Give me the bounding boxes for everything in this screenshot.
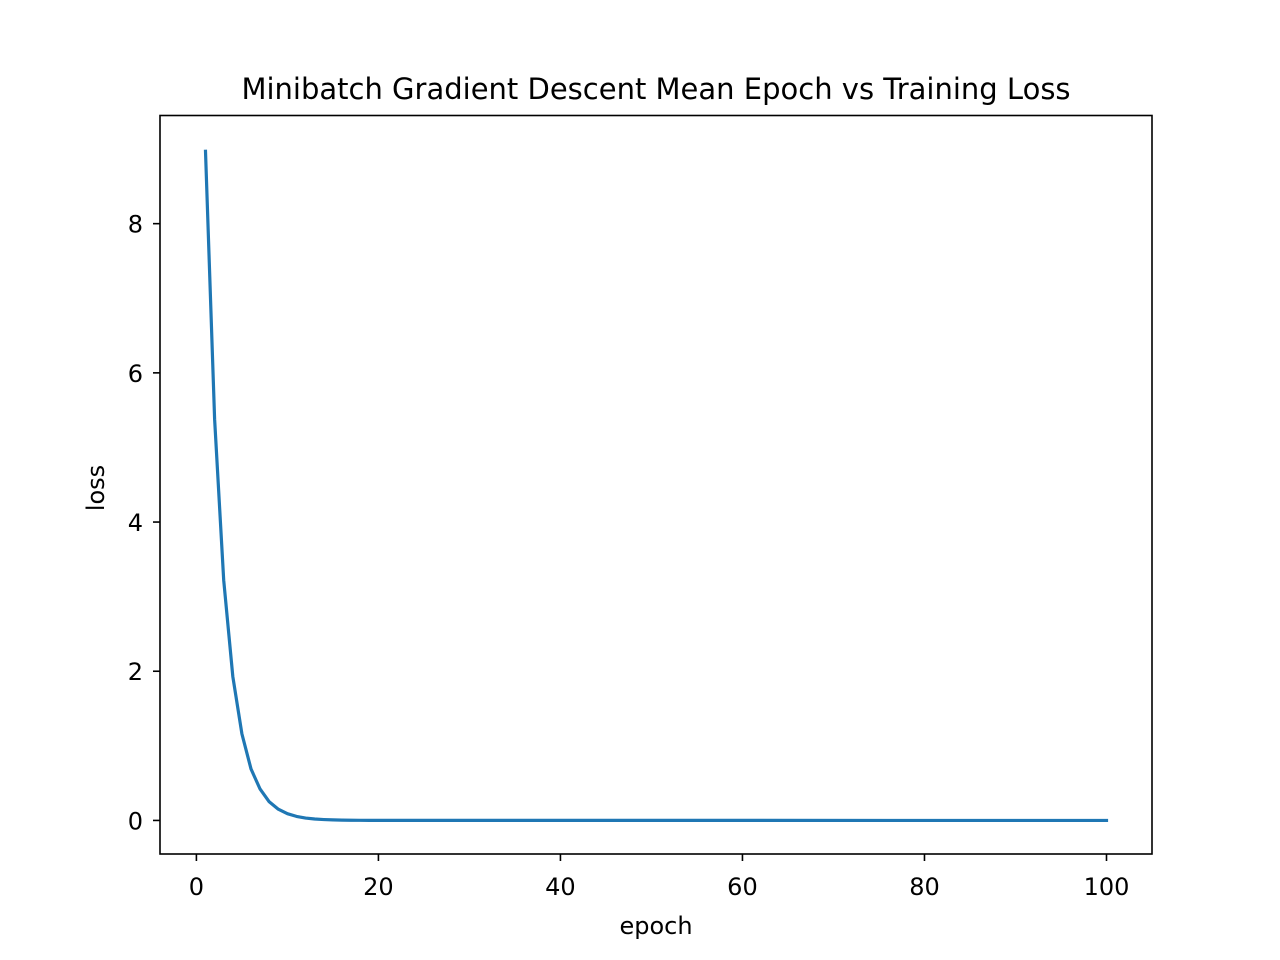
y-tick-label: 8 bbox=[128, 211, 143, 239]
y-tick-label: 0 bbox=[128, 807, 143, 835]
chart-title: Minibatch Gradient Descent Mean Epoch vs… bbox=[241, 72, 1070, 106]
y-axis-ticks: 0 2 4 6 8 bbox=[128, 211, 160, 835]
y-axis-label: loss bbox=[82, 465, 110, 511]
x-tick-label: 60 bbox=[727, 873, 758, 901]
x-tick-label: 80 bbox=[909, 873, 940, 901]
plot-lines bbox=[203, 149, 1109, 823]
x-axis-ticks: 0 20 40 60 80 100 bbox=[189, 854, 1130, 901]
plot-area-frame bbox=[159, 114, 1153, 855]
x-tick-label: 100 bbox=[1084, 873, 1130, 901]
y-tick-label: 6 bbox=[128, 360, 143, 388]
x-tick-label: 20 bbox=[363, 873, 394, 901]
y-tick-label: 2 bbox=[128, 658, 143, 686]
series-line-training-loss bbox=[203, 149, 1109, 823]
x-tick-label: 40 bbox=[545, 873, 576, 901]
x-tick-label: 0 bbox=[189, 873, 204, 901]
y-tick-label: 4 bbox=[128, 509, 143, 537]
x-axis-label: epoch bbox=[619, 912, 692, 940]
